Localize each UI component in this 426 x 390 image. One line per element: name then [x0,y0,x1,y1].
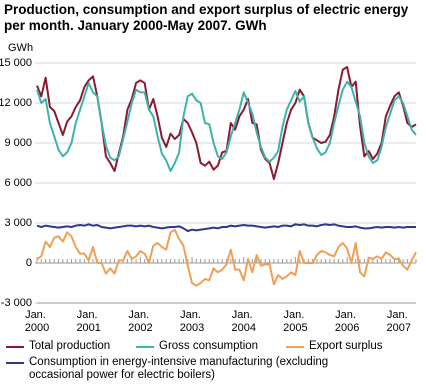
y-tick-label: -3 000 [1,297,32,309]
x-tick-label: Jan. 2002 [128,309,152,334]
legend-item: Gross consumption [136,340,286,353]
x-tick-label-part: 2007 [387,322,411,334]
y-tick-label: 15 000 [0,57,32,69]
legend-label: Export surplus [309,340,383,352]
x-tick-label: Jan. 2005 [283,309,307,334]
y-tick-label: 6 000 [4,177,32,189]
x-tick-label: Jan. 2007 [387,309,411,334]
y-tick-label: 12 000 [0,97,32,109]
legend-swatch [6,346,24,348]
x-tick-label-part: 2005 [283,322,307,334]
x-tick-label: Jan. 2000 [25,309,49,334]
x-tick-label-part: Jan. [335,309,359,321]
legend-item: Export surplus [286,340,406,353]
x-tick-label-part: Jan. [283,309,307,321]
y-tick-label: 9 000 [4,137,32,149]
series-line [36,228,417,287]
x-tick-label-part: 2006 [335,322,359,334]
x-tick-label-part: 2004 [231,322,255,334]
x-tick-label-part: Jan. [232,309,256,321]
x-tick-label-part: 2002 [128,322,152,334]
x-tick-label-part: 2000 [25,322,49,334]
y-axis-label: GWh [8,42,33,54]
x-tick-label: Jan. 2004 [231,309,255,334]
x-tick-label-part: Jan. [180,309,204,321]
x-tick-label: Jan. 2006 [335,309,359,334]
series-line [36,66,417,180]
legend-swatch [286,346,304,348]
x-tick-label: Jan. 2001 [76,309,100,334]
chart-title: Production, consumption and export surpl… [4,2,409,33]
x-tick-label-part: 2003 [180,322,204,334]
legend-item: Consumption in energy-intensive manufact… [6,356,406,382]
legend-label: Consumption in energy-intensive manufact… [29,356,329,381]
x-tick-label-part: Jan. [387,309,411,321]
legend-swatch [136,346,154,348]
chart: GWh -3 000 0 3 000 6 000 9 000 12 000 15 000 Ja… [0,42,417,334]
legend-label: Total production [29,340,111,352]
series-line [36,223,416,232]
y-tick-label: 3 000 [4,217,32,229]
x-tick-label-part: Jan. [77,309,101,321]
series-line [36,80,417,172]
legend-label: Gross consumption [159,340,259,352]
x-tick-label-part: 2001 [76,322,100,334]
legend-swatch [6,362,24,364]
x-tick-label: Jan. 2003 [180,309,204,334]
x-tick-label-part: Jan. [128,309,152,321]
legend: Total production Gross consumption Export … [6,340,422,385]
x-tick-label-part: Jan. [25,309,49,321]
legend-item: Total production [6,340,136,353]
y-tick-label: 0 [26,257,32,269]
